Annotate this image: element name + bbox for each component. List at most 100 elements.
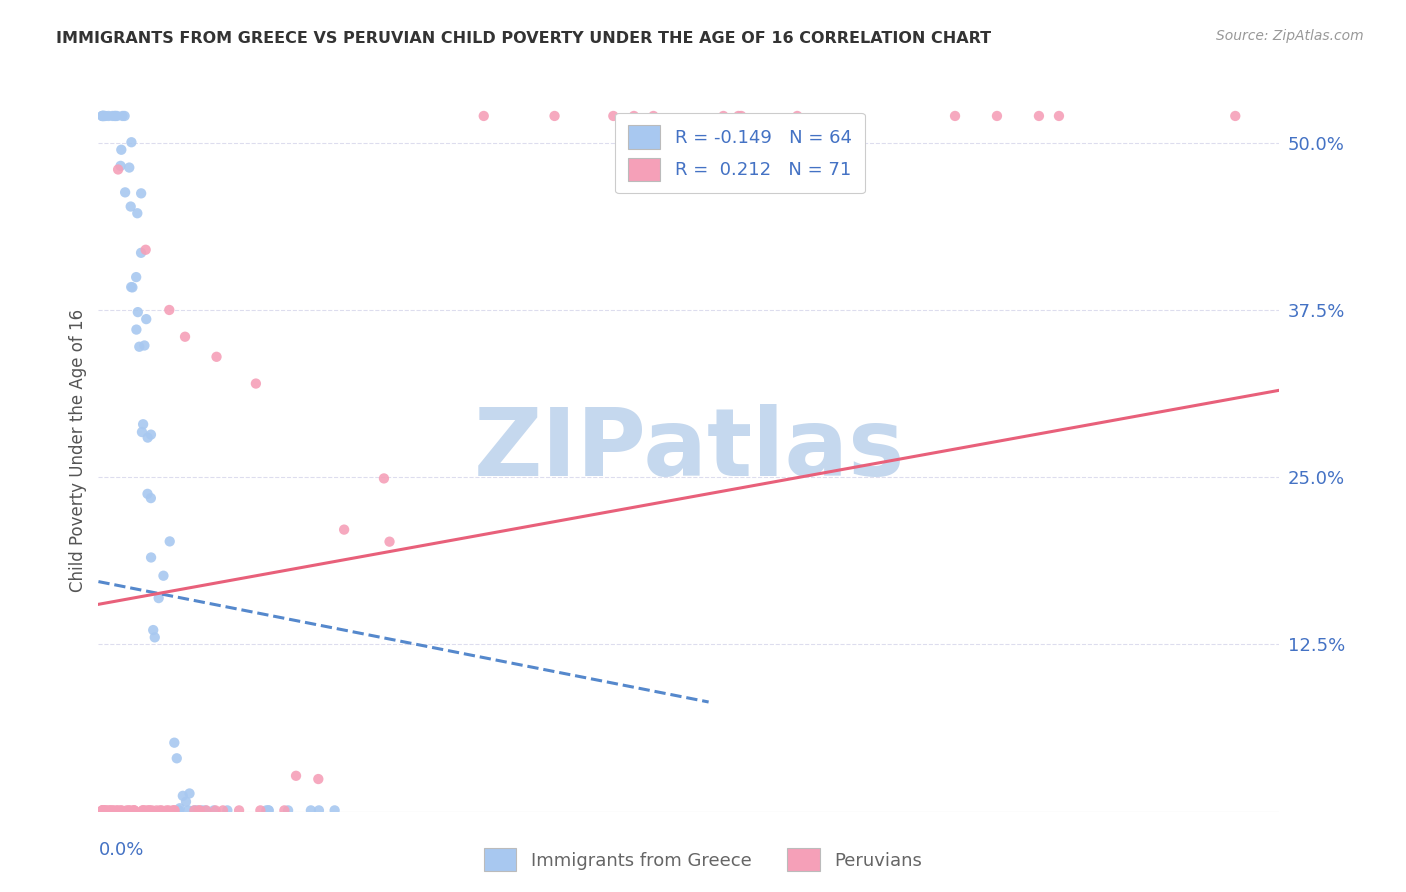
Point [96,804,118,818]
Legend: R = -0.149   N = 64, R =  0.212   N = 71: R = -0.149 N = 64, R = 0.212 N = 71 [616,112,865,194]
Point [179,787,201,801]
Point [138,804,160,818]
Point [91,109,114,123]
Point [472,109,495,123]
Point [103,804,125,818]
Point [307,772,329,786]
Point [163,736,186,750]
Text: IMMIGRANTS FROM GREECE VS PERUVIAN CHILD POVERTY UNDER THE AGE OF 16 CORRELATION: IMMIGRANTS FROM GREECE VS PERUVIAN CHILD… [56,31,991,46]
Point [141,804,163,818]
Point [333,523,356,537]
Point [186,804,208,818]
Point [93,109,115,123]
Point [204,804,226,818]
Point [1028,109,1050,123]
Point [711,109,734,123]
Point [117,804,139,818]
Point [149,804,172,818]
Point [159,534,181,549]
Point [643,109,665,123]
Point [93,109,115,123]
Point [132,417,155,432]
Point [183,804,205,818]
Point [205,350,228,364]
Point [101,109,124,123]
Point [152,568,174,582]
Point [254,804,277,818]
Point [127,305,149,319]
Point [111,804,134,818]
Point [202,804,225,818]
Point [120,280,142,294]
Point [245,376,267,391]
Point [91,804,114,818]
Point [98,804,121,818]
Point [98,804,121,818]
Point [174,795,197,809]
Point [122,804,145,818]
Point [136,431,159,445]
Point [148,591,170,606]
Point [145,804,167,818]
Point [120,804,142,818]
Legend: Immigrants from Greece, Peruvians: Immigrants from Greece, Peruvians [477,841,929,879]
Point [125,322,148,336]
Point [150,804,173,818]
Point [163,804,186,818]
Point [167,804,190,818]
Point [543,109,565,123]
Point [120,200,142,214]
Text: 0.0%: 0.0% [98,840,143,859]
Point [107,804,129,818]
Point [111,109,134,123]
Point [727,109,749,123]
Point [104,109,127,123]
Point [94,109,117,123]
Point [249,804,271,818]
Point [110,804,132,818]
Point [138,804,160,818]
Point [128,340,150,354]
Point [134,804,156,818]
Point [139,427,162,442]
Point [121,280,143,294]
Point [163,804,186,818]
Point [194,804,217,818]
Point [115,804,138,818]
Point [136,804,159,818]
Point [217,804,239,818]
Point [91,109,114,123]
Point [131,804,153,818]
Point [118,161,141,175]
Point [277,804,299,818]
Point [257,804,280,818]
Point [93,804,115,818]
Point [110,143,132,157]
Point [273,804,295,818]
Point [188,804,211,818]
Point [177,804,200,818]
Point [166,751,188,765]
Point [195,804,218,818]
Point [1047,109,1070,123]
Point [96,804,118,818]
Point [122,804,145,818]
Point [120,135,142,149]
Point [299,804,322,818]
Point [105,804,128,818]
Point [1225,109,1247,123]
Point [143,631,166,645]
Point [104,109,127,123]
Point [786,109,808,123]
Point [129,245,152,260]
Point [114,186,136,200]
Y-axis label: Child Poverty Under the Age of 16: Child Poverty Under the Age of 16 [69,309,87,592]
Point [174,330,197,344]
Point [101,804,124,818]
Point [378,534,401,549]
Point [373,471,395,485]
Point [323,804,346,818]
Point [110,159,132,173]
Point [134,338,156,352]
Point [93,804,115,818]
